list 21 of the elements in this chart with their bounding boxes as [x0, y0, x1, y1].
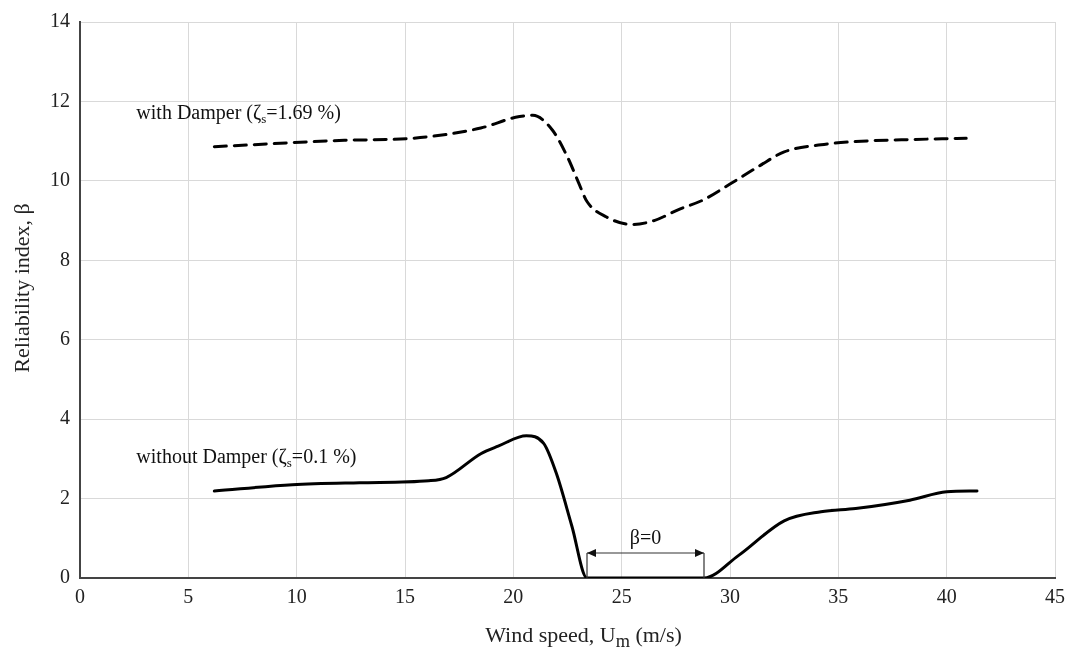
y-tick-label: 8 — [60, 247, 70, 270]
x-tick-label: 35 — [828, 585, 849, 608]
x-tick-label: 15 — [395, 585, 415, 608]
y-tick-label: 10 — [50, 168, 70, 191]
x-tick-label: 5 — [183, 585, 194, 608]
x-tick-label: 30 — [720, 585, 740, 608]
x-tick-label: 0 — [75, 585, 85, 608]
y-tick-label: 4 — [60, 406, 70, 429]
x-tick-label: 10 — [286, 585, 307, 608]
annotation: β=0 — [629, 526, 662, 550]
x-tick-label: 40 — [936, 585, 957, 608]
x-tick-label: 25 — [611, 585, 632, 608]
y-axis-title: Reliability index, β — [9, 203, 35, 373]
y-tick-label: 0 — [60, 565, 70, 588]
x-axis-title: Wind speed, U$_{m}$ (m/s) — [484, 622, 683, 653]
x-tick-label: 20 — [503, 585, 524, 608]
y-tick-label: 6 — [60, 326, 70, 349]
x-tick-label: 45 — [1045, 585, 1065, 608]
y-tick-label: 14 — [50, 9, 70, 32]
y-tick-label: 12 — [50, 88, 70, 111]
y-tick-label: 2 — [60, 485, 70, 508]
